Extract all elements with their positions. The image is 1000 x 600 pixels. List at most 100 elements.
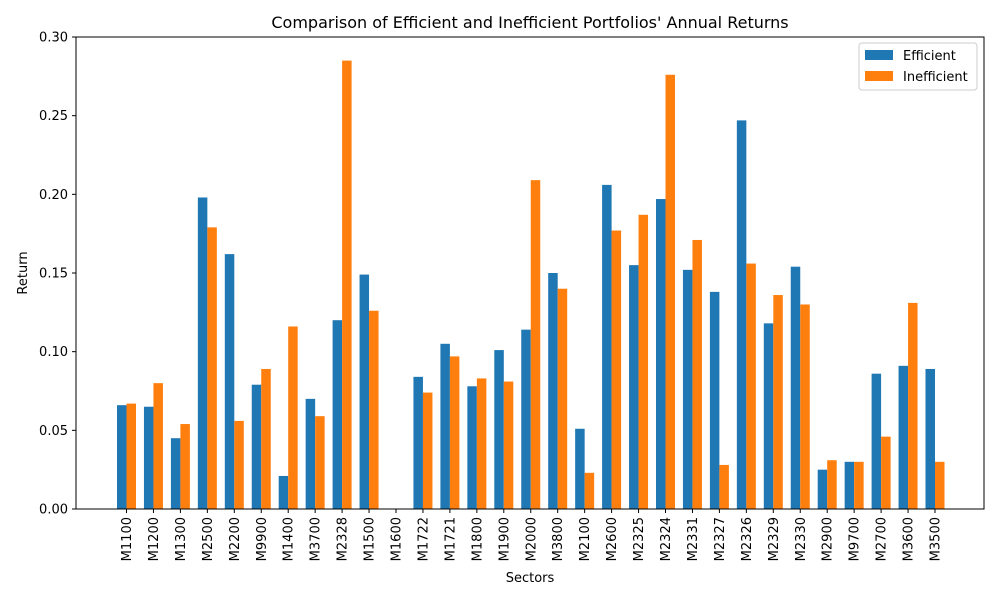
bar-efficient-m2500 xyxy=(197,197,208,510)
x-tick-label-m3800: M3800 xyxy=(551,517,566,561)
bar-inefficient-m1500 xyxy=(369,310,379,509)
x-tick-label-m2331: M2331 xyxy=(686,517,701,561)
bar-inefficient-m9900 xyxy=(261,368,271,509)
bar-inefficient-m2328 xyxy=(342,60,352,509)
bar-efficient-m2200 xyxy=(224,254,235,509)
x-tick-label-m1721: M1721 xyxy=(443,517,458,561)
x-tick-label-m2328: M2328 xyxy=(336,517,351,561)
y-tick-label: 0.30 xyxy=(39,31,68,46)
legend-swatch-inefficient xyxy=(865,71,893,81)
x-tick-label-m1900: M1900 xyxy=(497,517,512,561)
bar-inefficient-m9700 xyxy=(854,461,864,509)
bar-inefficient-m2325 xyxy=(638,214,649,510)
x-tick-label-m2900: M2900 xyxy=(821,517,836,561)
bar-efficient-m2700 xyxy=(871,373,882,509)
bar-inefficient-m2500 xyxy=(207,227,217,509)
bar-inefficient-m2200 xyxy=(234,420,244,509)
bar-inefficient-m2327 xyxy=(719,464,729,509)
bar-efficient-m2324 xyxy=(656,199,666,510)
bar-efficient-m2330 xyxy=(790,266,801,509)
bar-efficient-m2331 xyxy=(682,269,693,509)
x-tick-label-m2100: M2100 xyxy=(578,517,593,561)
bar-efficient-m3800 xyxy=(548,273,558,509)
legend-swatch-efficient xyxy=(865,50,893,60)
bar-inefficient-m1400 xyxy=(288,326,298,509)
bar-inefficient-m2900 xyxy=(827,460,837,509)
bar-efficient-m2325 xyxy=(629,265,639,509)
bar-efficient-m2100 xyxy=(575,428,585,509)
x-tick-label-m3500: M3500 xyxy=(929,517,944,561)
chart-title: Comparison of Efficient and Inefficient … xyxy=(271,13,788,32)
bar-efficient-m2600 xyxy=(602,184,612,509)
x-tick-label-m2330: M2330 xyxy=(794,517,809,561)
bar-inefficient-m3600 xyxy=(908,302,918,509)
bar-inefficient-m3700 xyxy=(315,416,325,509)
bar-inefficient-m1300 xyxy=(180,424,190,509)
x-tick-label-m2700: M2700 xyxy=(875,517,890,561)
x-tick-label-m1600: M1600 xyxy=(390,517,405,561)
plot-frame xyxy=(75,36,985,510)
bar-inefficient-m1200 xyxy=(153,383,163,509)
bar-efficient-m1800 xyxy=(467,386,477,509)
bar-inefficient-m2600 xyxy=(611,230,622,509)
x-axis: M1100 M1200 M1300 M2500 M2200 M9900 M1400 M3700… xyxy=(120,509,944,561)
legend: Efficient Inefficient xyxy=(858,42,978,91)
x-tick-label-m1400: M1400 xyxy=(282,517,297,561)
x-tick-label-m2326: M2326 xyxy=(740,517,755,561)
bar-efficient-m1722 xyxy=(413,376,423,509)
y-tick-label: 0.00 xyxy=(39,503,68,518)
bar-efficient-m9700 xyxy=(844,461,855,509)
bar-inefficient-m3800 xyxy=(557,288,568,509)
x-tick-label-m9900: M9900 xyxy=(255,517,270,561)
bar-inefficient-m2324 xyxy=(665,74,675,509)
x-tick-label-m3700: M3700 xyxy=(309,517,324,561)
bars-group xyxy=(117,60,945,510)
x-tick-label-m1100: M1100 xyxy=(120,517,135,561)
bar-efficient-m3700 xyxy=(305,398,316,509)
x-axis-label: Sectors xyxy=(506,571,555,586)
legend-label-efficient: Efficient xyxy=(903,49,956,64)
bar-inefficient-m1721 xyxy=(449,356,460,509)
bar-inefficient-m1900 xyxy=(503,381,514,509)
x-tick-label-m2500: M2500 xyxy=(201,517,216,561)
bar-inefficient-m1800 xyxy=(476,378,487,509)
y-tick-label: 0.10 xyxy=(39,345,68,360)
bar-efficient-m1200 xyxy=(143,406,154,509)
y-tick-label: 0.20 xyxy=(39,188,68,203)
x-tick-label-m2327: M2327 xyxy=(713,517,728,561)
x-tick-label-m3600: M3600 xyxy=(902,517,917,561)
bar-inefficient-m1722 xyxy=(422,392,433,509)
bar-inefficient-m2330 xyxy=(800,304,810,509)
bar-efficient-m2329 xyxy=(763,323,774,509)
x-tick-label-m2329: M2329 xyxy=(767,517,782,561)
bar-efficient-m3600 xyxy=(898,365,909,509)
y-tick-label: 0.15 xyxy=(39,267,68,282)
bar-inefficient-m2000 xyxy=(530,180,541,510)
bar-efficient-m3500 xyxy=(925,368,935,509)
y-tick-label: 0.05 xyxy=(39,424,68,439)
x-tick-label-m2600: M2600 xyxy=(605,517,620,561)
bar-efficient-m1721 xyxy=(440,343,450,509)
x-tick-label-m1722: M1722 xyxy=(416,517,431,561)
bar-efficient-m1400 xyxy=(278,475,289,509)
bar-inefficient-m1100 xyxy=(126,403,136,509)
bar-efficient-m1300 xyxy=(170,438,181,509)
bar-inefficient-m3500 xyxy=(935,461,945,509)
y-axis-label: Return xyxy=(16,251,31,294)
x-tick-label-m1300: M1300 xyxy=(174,517,189,561)
bar-inefficient-m2326 xyxy=(746,263,756,509)
bar-inefficient-m2700 xyxy=(881,436,891,509)
bar-efficient-m2000 xyxy=(521,329,531,509)
legend-label-inefficient: Inefficient xyxy=(903,70,968,85)
x-tick-label-m1500: M1500 xyxy=(363,517,378,561)
x-tick-label-m1200: M1200 xyxy=(147,517,162,561)
bar-inefficient-m2331 xyxy=(692,239,702,509)
x-tick-label-m9700: M9700 xyxy=(848,517,863,561)
x-tick-label-m2200: M2200 xyxy=(228,517,243,561)
bar-efficient-m1100 xyxy=(117,405,127,509)
bar-efficient-m2328 xyxy=(332,320,343,509)
bar-inefficient-m2100 xyxy=(584,472,595,509)
x-tick-label-m1800: M1800 xyxy=(470,517,485,561)
bar-efficient-m2900 xyxy=(817,469,828,509)
